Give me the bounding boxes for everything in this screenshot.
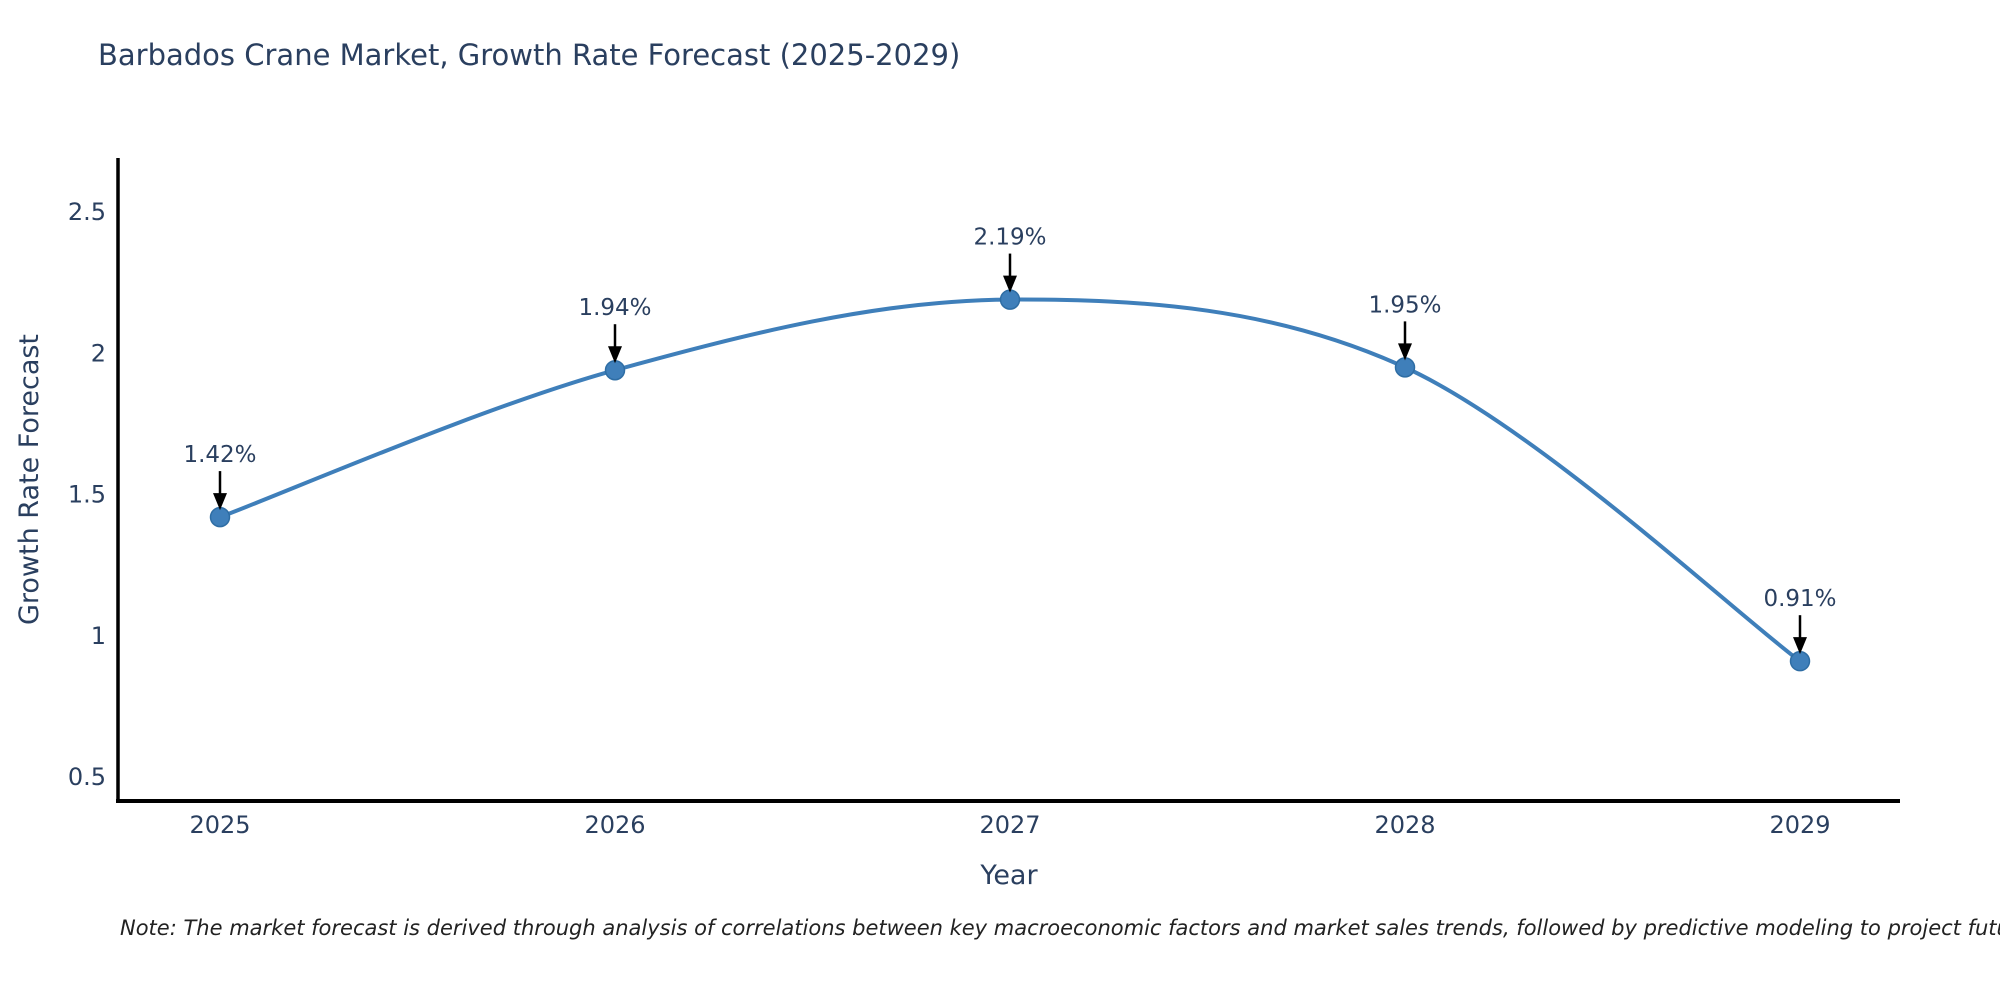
data-point-2026 bbox=[604, 359, 626, 381]
forecast-line bbox=[219, 297, 1802, 663]
x-tick-label: 2027 bbox=[979, 811, 1040, 839]
data-point-annotation: 0.91% bbox=[1763, 586, 1836, 612]
x-tick-label: 2026 bbox=[584, 811, 645, 839]
data-point-2025 bbox=[209, 506, 231, 528]
data-point-annotation: 1.94% bbox=[578, 295, 651, 321]
annotation-arrowhead bbox=[213, 493, 227, 511]
y-axis-title: Growth Rate Forecast bbox=[14, 334, 45, 625]
y-tick-label: 2.5 bbox=[68, 198, 106, 226]
x-tick-label: 2029 bbox=[1769, 811, 1830, 839]
y-tick-label: 1.5 bbox=[68, 481, 106, 509]
y-tick-label: 0.5 bbox=[68, 763, 106, 791]
annotation-arrowhead bbox=[1793, 637, 1807, 655]
data-point-2027 bbox=[999, 289, 1021, 310]
chart-title: Barbados Crane Market, Growth Rate Forec… bbox=[98, 38, 961, 72]
data-point-annotation: 2.19% bbox=[973, 225, 1046, 251]
data-point-2028 bbox=[1394, 357, 1416, 378]
x-tick-label: 2025 bbox=[189, 811, 250, 839]
data-point-annotation: 1.42% bbox=[183, 442, 256, 468]
annotation-arrowhead bbox=[1003, 275, 1017, 293]
y-tick-label: 2 bbox=[91, 339, 106, 367]
x-tick-label: 2028 bbox=[1374, 811, 1435, 839]
data-point-2029 bbox=[1789, 650, 1811, 672]
footnote: Note: The market forecast is derived thr… bbox=[120, 916, 2000, 940]
x-axis-title: Year bbox=[979, 860, 1038, 891]
data-point-annotation: 1.95% bbox=[1368, 292, 1441, 318]
annotation-arrowhead bbox=[1398, 343, 1412, 361]
y-tick-label: 1 bbox=[91, 622, 106, 650]
annotation-arrowhead bbox=[608, 346, 622, 364]
